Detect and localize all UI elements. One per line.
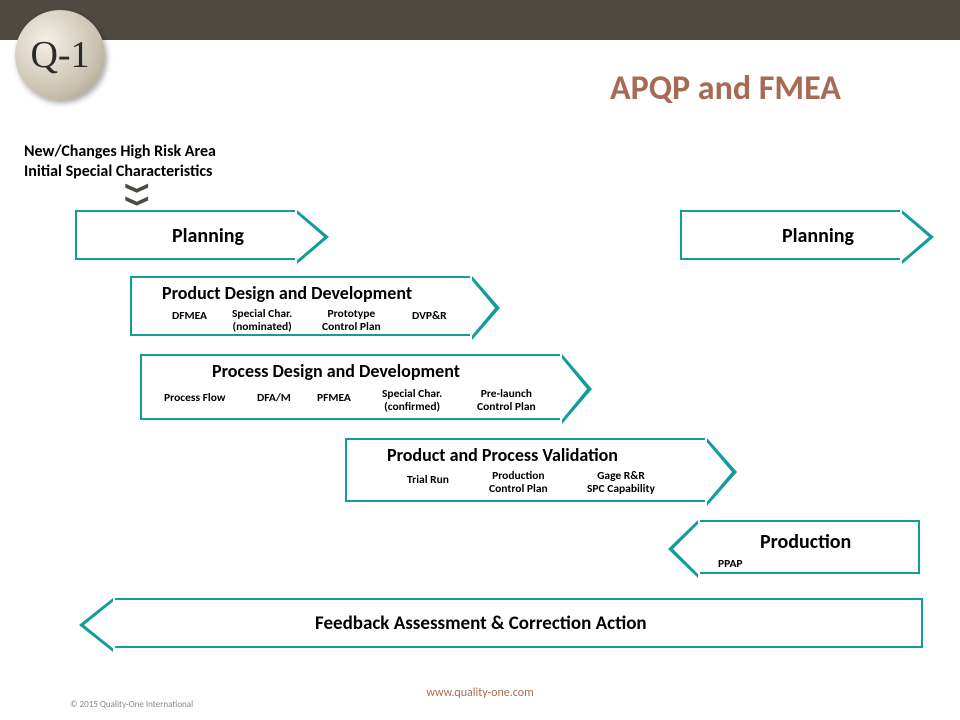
logo-circle: Q-1 xyxy=(15,10,105,100)
sublabel-process_design-2: PFMEA xyxy=(317,392,351,405)
block-product_design: Product Design and Development DFMEA Speci… xyxy=(130,276,470,336)
block-label-planning2: Planning xyxy=(782,224,854,248)
sublabel-process_design-0: Process Flow xyxy=(164,392,225,405)
sublabel-production-0: PPAP xyxy=(718,558,743,571)
sublabel-validation-0: Trial Run xyxy=(407,474,449,487)
block-feedback: Feedback Assessment & Correction Action xyxy=(115,598,923,648)
block-label-process_design: Process Design and Development xyxy=(212,360,460,382)
intro-line1: New/Changes High Risk Area xyxy=(24,142,216,161)
sublabel-process_design-1: DFA/M xyxy=(257,392,291,405)
block-planning2: Planning xyxy=(680,210,900,260)
chevron-down-icon: ❯❯ xyxy=(132,182,145,208)
sublabel-process_design-4: Pre-launchControl Plan xyxy=(477,388,536,414)
block-label-feedback: Feedback Assessment & Correction Action xyxy=(315,612,647,635)
intro-line2: Initial Special Characteristics xyxy=(24,162,212,181)
sublabel-product_design-1: Special Char.(nominated) xyxy=(232,308,292,334)
sublabel-process_design-3: Special Char.(confirmed) xyxy=(382,388,442,414)
sublabel-validation-2: Gage R&RSPC Capability xyxy=(587,470,655,496)
topbar xyxy=(0,0,960,40)
block-production: Production PPAP xyxy=(700,520,920,574)
intro-text: New/Changes High Risk Area Initial Speci… xyxy=(24,142,216,182)
sublabel-product_design-3: DVP&R xyxy=(412,310,447,323)
block-planning1: Planning xyxy=(75,210,295,260)
logo: Q-1 xyxy=(15,10,105,100)
page-title: APQP and FMEA xyxy=(610,68,841,109)
sublabel-product_design-0: DFMEA xyxy=(172,310,207,323)
block-label-planning1: Planning xyxy=(172,224,244,248)
block-process_design: Process Design and Development Process Fl… xyxy=(140,354,560,420)
block-label-production: Production xyxy=(760,530,851,554)
sublabel-validation-1: ProductionControl Plan xyxy=(489,470,548,496)
block-label-validation: Product and Process Validation xyxy=(387,444,618,466)
block-label-product_design: Product Design and Development xyxy=(162,282,412,304)
footer-url: www.quality-one.com xyxy=(0,686,960,700)
logo-text: Q-1 xyxy=(30,33,89,77)
footer-copyright: © 2015 Quality-One International xyxy=(70,699,193,710)
block-validation: Product and Process Validation Trial Run P… xyxy=(345,438,705,502)
sublabel-product_design-2: PrototypeControl Plan xyxy=(322,308,381,334)
